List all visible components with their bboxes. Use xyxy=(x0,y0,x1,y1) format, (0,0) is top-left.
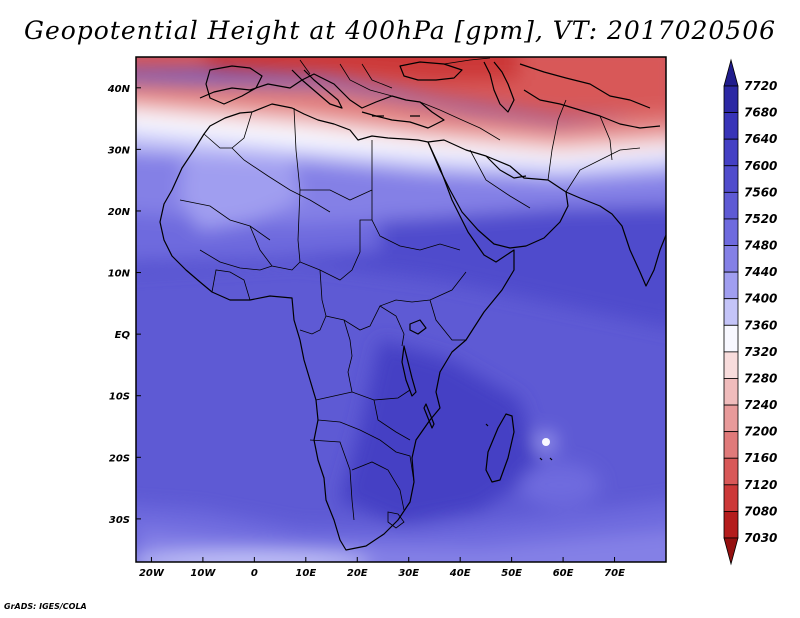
colorbar-label: 7440 xyxy=(744,265,777,279)
italy-coast xyxy=(291,69,343,109)
comoros-mascarenes xyxy=(485,423,553,461)
colorbar-swatch xyxy=(723,431,739,459)
x-tick-label: 30E xyxy=(398,568,419,579)
colorbar-label: 7640 xyxy=(744,132,777,146)
black-sea-coast xyxy=(399,61,463,81)
x-tick-label: 50E xyxy=(501,568,522,579)
y-tick-label: 10S xyxy=(109,392,130,403)
colorbar-swatch xyxy=(723,165,739,193)
lake-victoria xyxy=(409,319,427,335)
y-tick-label: 30S xyxy=(109,515,130,526)
y-tick-label: 40N xyxy=(107,84,131,95)
x-tick-label: 10E xyxy=(295,568,316,579)
colorbar-label: 7320 xyxy=(744,345,777,359)
y-tick-label: 20N xyxy=(108,207,131,218)
x-tick-label: 60E xyxy=(553,568,574,579)
x-tick-label: 10W xyxy=(190,568,216,579)
colorbar-label: 7080 xyxy=(744,504,777,518)
colorbar-swatch xyxy=(723,112,739,140)
lake-tanganyika xyxy=(401,345,417,397)
colorbar-swatch xyxy=(723,351,739,379)
colorbar-swatch xyxy=(723,298,739,326)
colorbar-label: 7480 xyxy=(744,239,777,253)
colorbar-swatch xyxy=(723,245,739,273)
y-tick-label: 30N xyxy=(108,145,131,156)
y-tick-label: 10N xyxy=(108,269,131,280)
colorbar-swatch xyxy=(723,457,739,486)
reunion-high-spot xyxy=(542,438,550,446)
x-tick-label: 20W xyxy=(139,568,165,579)
colorbar-min-arrow xyxy=(723,537,739,566)
colorbar-swatch xyxy=(723,85,739,113)
colorbar-swatch xyxy=(723,324,739,353)
plot-frame xyxy=(135,56,667,563)
colorbar-label: 7400 xyxy=(744,292,777,306)
ne-map-outline xyxy=(523,89,661,129)
colorbar-swatch xyxy=(723,484,739,512)
colorbar-max-arrow xyxy=(723,58,739,87)
colorbar-swatch xyxy=(723,378,739,406)
x-tick-label: 40E xyxy=(449,568,471,579)
caspian-coast xyxy=(483,61,515,113)
grads-credit: GrADS: IGES/COLA xyxy=(4,602,87,611)
x-tick-label: 0 xyxy=(251,568,258,579)
madagascar-coastline xyxy=(485,413,515,483)
iberia-coast xyxy=(205,65,263,105)
colorbar-label: 7560 xyxy=(744,185,777,199)
country-borders xyxy=(179,57,641,529)
colorbar-label: 7240 xyxy=(744,398,777,412)
colorbar-swatch xyxy=(723,138,739,167)
colorbar-label: 7160 xyxy=(744,451,777,465)
y-tick-label: EQ xyxy=(115,330,131,341)
colorbar: 7720 7680 7640 7600 7560 7520 7480 7440 7400 7360… xyxy=(723,58,777,566)
colorbar-swatch xyxy=(723,511,739,539)
geopotential-field xyxy=(136,57,666,562)
colorbar-label: 7680 xyxy=(744,106,777,120)
colorbar-swatch xyxy=(723,218,739,246)
x-tick-label: 70E xyxy=(604,568,625,579)
south-asia-coastline xyxy=(565,191,666,287)
colorbar-label: 7030 xyxy=(744,531,777,545)
y-tick-label: 20S xyxy=(109,453,130,464)
colorbar-label: 7360 xyxy=(744,318,777,332)
colorbar-label: 7280 xyxy=(744,371,777,385)
colorbar-label: 7520 xyxy=(744,212,777,226)
colorbar-swatch xyxy=(723,191,739,220)
colorbar-label: 7120 xyxy=(744,478,777,492)
axis-ticks: 20W 10W 0 10E 20E 30E 40E 50E 60E 70E 40N 30N 20N 10N… xyxy=(107,84,625,579)
colorbar-label: 7200 xyxy=(744,425,777,439)
central-asia-line xyxy=(519,63,651,109)
colorbar-swatch xyxy=(723,404,739,433)
persian-gulf-coast xyxy=(485,155,527,179)
colorbar-label: 7600 xyxy=(744,159,777,173)
colorbar-label: 7720 xyxy=(744,79,777,93)
map-title: Geopotential Height at 400hPa [gpm], VT:… xyxy=(23,16,777,45)
colorbar-swatch xyxy=(723,271,739,300)
lake-malawi xyxy=(423,403,435,429)
southern-europe-coast xyxy=(199,73,445,129)
x-tick-label: 20E xyxy=(347,568,368,579)
